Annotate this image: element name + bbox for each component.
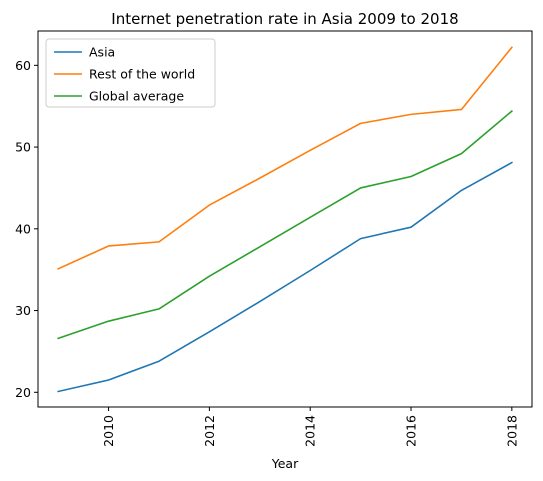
y-tick-label: 20	[15, 385, 31, 400]
legend-label-0: Asia	[89, 45, 115, 60]
plot-frame	[37, 30, 533, 408]
series-layer	[57, 46, 513, 393]
series-line-2	[57, 109, 513, 340]
legend-box	[45, 38, 216, 108]
x-tick-label: 2010	[101, 415, 116, 447]
series-line-0	[57, 161, 513, 393]
y-tick-label: 30	[15, 303, 31, 318]
y-tick-label: 40	[15, 221, 31, 236]
axes-layer: 20 30 40 50 60 2010 2012 2014 2016 2018	[15, 58, 519, 447]
chart-title: Internet penetration rate in Asia 2009 t…	[111, 10, 458, 28]
series-line-1	[57, 46, 513, 270]
y-tick-label: 50	[15, 140, 31, 155]
y-tick-label: 60	[15, 58, 31, 73]
legend-label-2: Global average	[89, 89, 184, 104]
legend-label-1: Rest of the world	[89, 67, 195, 82]
x-axis-label: Year	[271, 456, 299, 471]
x-tick-label: 2018	[504, 415, 519, 447]
x-tick-label: 2016	[404, 415, 419, 447]
legend: Asia Rest of the world Global average	[45, 38, 216, 108]
x-tick-label: 2014	[303, 415, 318, 447]
x-tick-label: 2012	[202, 415, 217, 447]
